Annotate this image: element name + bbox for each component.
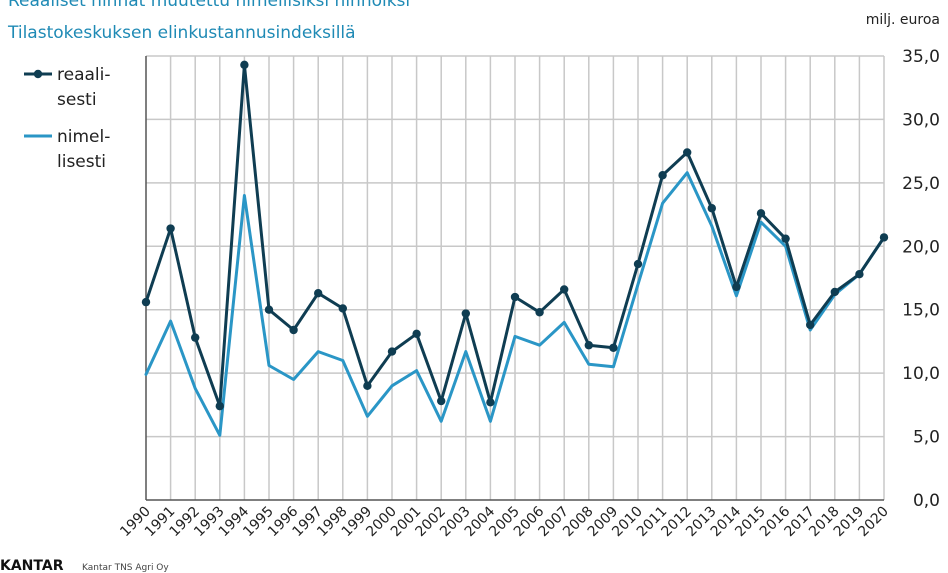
x-axis-ticks: 1990199119921993199419951996199719981999… (117, 503, 892, 540)
y-tick-label: 10,0 (902, 364, 940, 384)
data-point-reaalisesti (215, 401, 224, 411)
kantar-logo: KANTAR (0, 558, 64, 573)
data-point-reaalisesti (633, 259, 643, 269)
data-point-reaalisesti (879, 233, 889, 242)
chart-title: Reaaliset hinnat muutettu nimellisiksi h… (7, 0, 410, 43)
title-line-2: Tilastokeskuksen elinkustannusindeksillä (7, 23, 356, 43)
data-point-reaalisesti (240, 60, 249, 70)
data-point-reaalisesti (314, 289, 323, 298)
gridlines (146, 55, 885, 500)
data-point-reaalisesti (756, 209, 766, 218)
y-tick-label: 15,0 (902, 301, 940, 321)
legend-label-reaalisesti: reaali- (57, 65, 111, 85)
data-point-reaalisesti (732, 282, 741, 292)
series (141, 60, 889, 437)
footer: KANTAR Kantar TNS Agri Oy (0, 558, 169, 573)
data-point-reaalisesti (338, 304, 347, 313)
data-point-reaalisesti (584, 341, 593, 350)
source-note: Kantar TNS Agri Oy (82, 563, 169, 573)
data-point-reaalisesti (437, 396, 446, 406)
data-point-reaalisesti (781, 234, 790, 243)
data-point-reaalisesti (264, 305, 274, 314)
data-point-reaalisesti (830, 287, 839, 297)
data-point-reaalisesti (191, 333, 200, 342)
data-point-reaalisesti (166, 224, 175, 233)
data-point-reaalisesti (412, 329, 421, 339)
legend-label-nimellisesti: lisesti (57, 152, 106, 172)
legend-label-nimellisesti: nimel- (57, 127, 110, 147)
title-line-1: Reaaliset hinnat muutettu nimellisiksi h… (8, 0, 410, 11)
data-point-reaalisesti (609, 343, 618, 352)
y-tick-label: 25,0 (902, 174, 940, 194)
data-point-reaalisesti (535, 308, 544, 317)
data-point-reaalisesti (683, 148, 692, 157)
y-tick-label: 5,0 (913, 428, 940, 448)
data-point-reaalisesti (363, 381, 372, 391)
data-point-reaalisesti (855, 269, 864, 279)
y-tick-label: 35,0 (902, 47, 940, 67)
legend-marker-reaalisesti (33, 69, 43, 79)
legend: reaali-sesti nimel-lisesti (24, 65, 111, 172)
unit-label: milj. euroa (866, 12, 940, 28)
data-point-reaalisesti (289, 325, 298, 335)
data-point-reaalisesti (141, 297, 151, 307)
data-point-reaalisesti (387, 347, 397, 356)
y-axis-ticks: 0,0 5,0 10,0 15,0 20,0 25,0 30,0 35,0 (902, 47, 940, 511)
axes (145, 56, 884, 501)
legend-label-reaalisesti: sesti (57, 90, 97, 110)
data-point-reaalisesti (510, 292, 520, 302)
y-tick-label: 20,0 (902, 237, 940, 257)
series-line-nimellisesti (144, 171, 886, 437)
data-point-reaalisesti (486, 398, 495, 407)
data-point-reaalisesti (707, 204, 716, 213)
data-point-reaalisesti (461, 309, 470, 318)
y-tick-label: 30,0 (902, 110, 940, 130)
y-tick-label: 0,0 (913, 491, 940, 511)
data-point-reaalisesti (560, 285, 569, 294)
data-point-reaalisesti (806, 320, 815, 330)
data-point-reaalisesti (658, 171, 667, 180)
